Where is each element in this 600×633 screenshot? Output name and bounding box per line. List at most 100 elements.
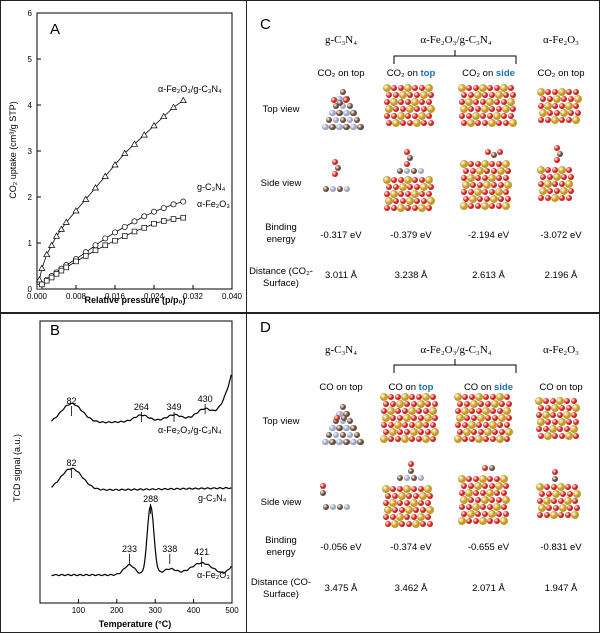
a-point-square	[43, 277, 50, 284]
fe-atom	[481, 406, 491, 416]
o-atom	[487, 518, 493, 524]
fe-atom	[459, 104, 469, 114]
fe-atom	[400, 434, 410, 444]
fe-atom	[557, 417, 567, 427]
a-point-square	[131, 228, 138, 235]
fe-atom	[417, 111, 427, 121]
cn-atom	[357, 123, 364, 131]
a-point-square	[121, 233, 128, 239]
a-xtick-label: 0.040	[222, 292, 243, 301]
fe-atom	[557, 87, 567, 97]
o-atom	[551, 484, 557, 490]
fe-atom	[461, 180, 471, 190]
o-atom	[471, 429, 477, 435]
o-atom	[546, 491, 552, 497]
gas-atom	[481, 464, 489, 472]
o-atom	[419, 191, 425, 197]
fe-atom	[459, 495, 469, 505]
o-atom	[412, 113, 418, 119]
o-atom	[416, 436, 422, 442]
d-side-co-gc3n4	[318, 481, 338, 505]
d-sub-top: CO on top	[376, 382, 446, 393]
o-atom	[558, 512, 564, 518]
o-atom	[497, 422, 503, 428]
o-atom	[540, 174, 546, 180]
o-atom	[557, 412, 563, 418]
o-atom	[482, 175, 488, 181]
cn-atom	[336, 123, 343, 131]
a-point-circle	[121, 223, 128, 230]
fe-atom	[506, 97, 516, 107]
o-atom	[482, 92, 488, 98]
o-atom	[430, 394, 436, 400]
cn-atom	[339, 116, 347, 124]
o-atom	[475, 497, 481, 503]
fe-atom	[403, 83, 413, 93]
o-atom	[404, 514, 410, 520]
o-atom	[409, 436, 415, 442]
o-atom	[566, 419, 572, 425]
o-atom	[400, 198, 406, 204]
fe-atom	[466, 173, 476, 183]
o-atom	[425, 514, 431, 520]
a-ytick-label: 6	[28, 9, 33, 18]
o-atom	[475, 161, 481, 167]
fe-atom	[492, 111, 502, 121]
c-binding-1: -0.379 eV	[390, 230, 432, 241]
o-atom	[501, 99, 507, 105]
o-atom	[426, 113, 432, 119]
fe-atom	[410, 189, 420, 199]
o-atom	[564, 426, 570, 432]
d-sub-gc3n4: CO on top	[319, 382, 363, 393]
o-atom	[494, 518, 500, 524]
o-atom	[384, 191, 390, 197]
c-sub-side-highlight: side	[495, 68, 515, 79]
fe-atom	[405, 104, 415, 114]
o-atom	[554, 110, 560, 116]
o-atom	[480, 490, 486, 496]
fe-atom	[501, 495, 511, 505]
o-atom	[487, 85, 493, 91]
fe-atom	[494, 481, 504, 491]
o-atom	[483, 422, 489, 428]
a-point-circle	[112, 229, 118, 236]
c-sub-gc3n4: CO₂ on top	[306, 68, 376, 79]
fe-atom	[487, 173, 497, 183]
fe-atom	[573, 94, 583, 104]
o-atom	[566, 117, 572, 123]
o-atom	[426, 191, 432, 197]
o-atom	[538, 405, 544, 411]
a-ytick-label: 4	[28, 101, 33, 110]
o-atom	[559, 195, 565, 201]
d-header-fe2o3: α-Fe₂O₃	[542, 344, 580, 356]
fe-atom	[398, 90, 408, 100]
fe-atom	[464, 97, 474, 107]
o-atom	[459, 490, 465, 496]
o-atom	[489, 203, 495, 209]
fe-atom	[471, 111, 481, 121]
a-point-square	[92, 247, 99, 254]
fe-atom	[407, 406, 417, 416]
cn-atom	[343, 410, 350, 418]
o-atom	[390, 401, 396, 407]
o-atom	[504, 436, 510, 442]
b-peak-label: 430	[198, 394, 213, 404]
fe-atom	[571, 115, 581, 125]
gas-atom	[556, 150, 564, 158]
o-atom	[484, 196, 490, 202]
d-top-composite-structure	[379, 392, 440, 445]
fe-atom	[476, 413, 486, 423]
c-top-co2-gc3n4	[330, 95, 350, 119]
fe-atom	[503, 180, 513, 190]
o-atom	[571, 398, 577, 404]
o-atom	[404, 401, 410, 407]
fe-atom	[390, 519, 400, 529]
cn-atom	[339, 431, 347, 439]
d-distance-3: 1.947 Å	[544, 583, 578, 594]
o-atom	[559, 433, 565, 439]
o-atom	[544, 484, 550, 490]
b-xtick-label: 400	[187, 606, 201, 615]
o-atom	[497, 408, 503, 414]
o-atom	[536, 426, 542, 432]
o-atom	[407, 120, 413, 126]
